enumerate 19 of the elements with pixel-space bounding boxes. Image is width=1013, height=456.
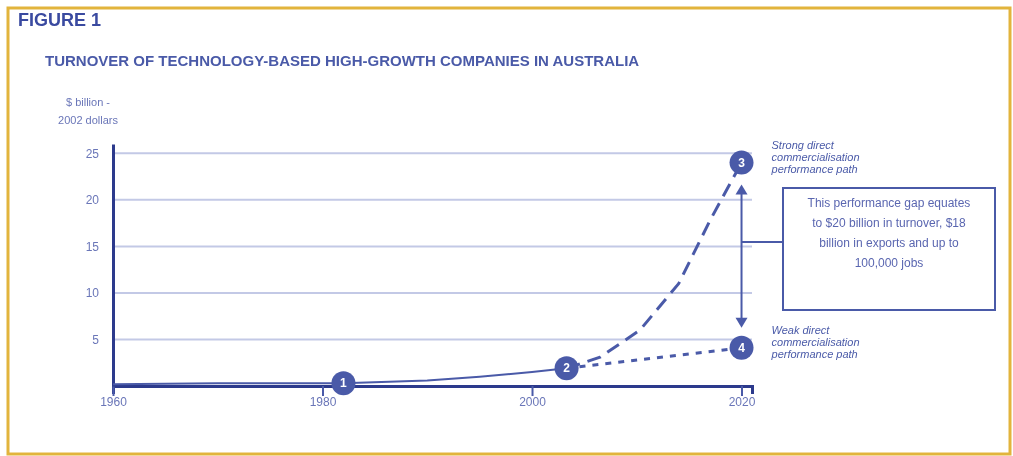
chart-title: TURNOVER OF TECHNOLOGY-BASED HIGH-GROWTH COMPANIES IN AUSTRALIA [45, 52, 640, 69]
annotation: 3 [738, 155, 746, 170]
y-tick-label: 25 [85, 146, 100, 161]
annotation: 2 [563, 361, 571, 376]
y-tick-label: 10 [85, 286, 100, 301]
x-tick-label: 2020 [728, 394, 756, 409]
y-tick-label: 15 [85, 239, 100, 254]
y-axis-title: $ billion - 2002 dollars [58, 96, 119, 126]
x-tick-label: 1980 [309, 394, 337, 409]
annotation: 1 [340, 376, 348, 391]
y-tick-label: 5 [92, 332, 100, 347]
x-tick-label: 1960 [100, 394, 128, 409]
x-tick-label: 2000 [519, 394, 547, 409]
text: This performance gap equates to $20 billion in turnover, $18 billion in exports and up to 100,000 jobs [807, 196, 971, 270]
caption: FIGURE 1 [18, 10, 102, 30]
annotation: 4 [738, 340, 746, 355]
series-label: Strong direct commercialisation performance path [770, 138, 860, 175]
y-tick-label: 20 [85, 193, 100, 208]
series-label: Weak direct commercialisation performance path [770, 323, 860, 360]
